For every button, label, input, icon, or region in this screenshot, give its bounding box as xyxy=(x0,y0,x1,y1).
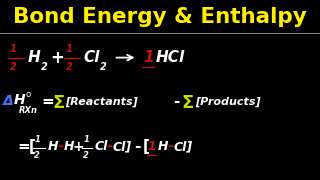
Text: 1: 1 xyxy=(10,44,16,55)
Text: –: – xyxy=(167,140,173,153)
Text: +: + xyxy=(73,140,84,154)
Text: Cl]: Cl] xyxy=(173,140,193,153)
Text: =: = xyxy=(18,139,30,154)
Text: –: – xyxy=(106,140,112,153)
Text: Cl: Cl xyxy=(83,50,100,65)
Text: [: [ xyxy=(143,139,150,154)
Text: 1: 1 xyxy=(83,135,89,144)
Text: 1: 1 xyxy=(66,44,72,55)
Text: -: - xyxy=(173,94,179,109)
Text: [: [ xyxy=(29,139,36,154)
Text: 2: 2 xyxy=(83,151,89,160)
Text: 2: 2 xyxy=(41,62,47,73)
Text: H: H xyxy=(157,140,168,153)
Text: 2: 2 xyxy=(34,151,40,160)
Text: -: - xyxy=(134,139,141,154)
Text: –: – xyxy=(57,140,63,153)
Text: H: H xyxy=(47,140,58,153)
Text: RXn: RXn xyxy=(19,106,37,115)
Text: 2: 2 xyxy=(66,62,72,73)
Text: Cl]: Cl] xyxy=(113,140,132,153)
Text: o: o xyxy=(26,90,31,99)
Text: H: H xyxy=(27,50,40,65)
Text: H: H xyxy=(14,93,25,107)
Text: Σ: Σ xyxy=(182,94,194,112)
Text: H: H xyxy=(63,140,74,153)
Text: +: + xyxy=(51,49,64,67)
Text: [Reactants]: [Reactants] xyxy=(66,96,138,107)
Text: Δ: Δ xyxy=(3,94,14,108)
Text: 2: 2 xyxy=(100,62,107,73)
Text: 1: 1 xyxy=(148,140,156,153)
Text: 2: 2 xyxy=(10,62,16,73)
Text: Bond Energy & Enthalpy: Bond Energy & Enthalpy xyxy=(13,7,307,27)
Text: [Products]: [Products] xyxy=(195,96,261,107)
Text: 1: 1 xyxy=(34,135,40,144)
Text: 1: 1 xyxy=(143,50,154,65)
Text: HCl: HCl xyxy=(155,50,184,65)
Text: =: = xyxy=(42,94,54,109)
Text: Σ: Σ xyxy=(52,94,65,112)
Text: Cl: Cl xyxy=(95,140,108,153)
